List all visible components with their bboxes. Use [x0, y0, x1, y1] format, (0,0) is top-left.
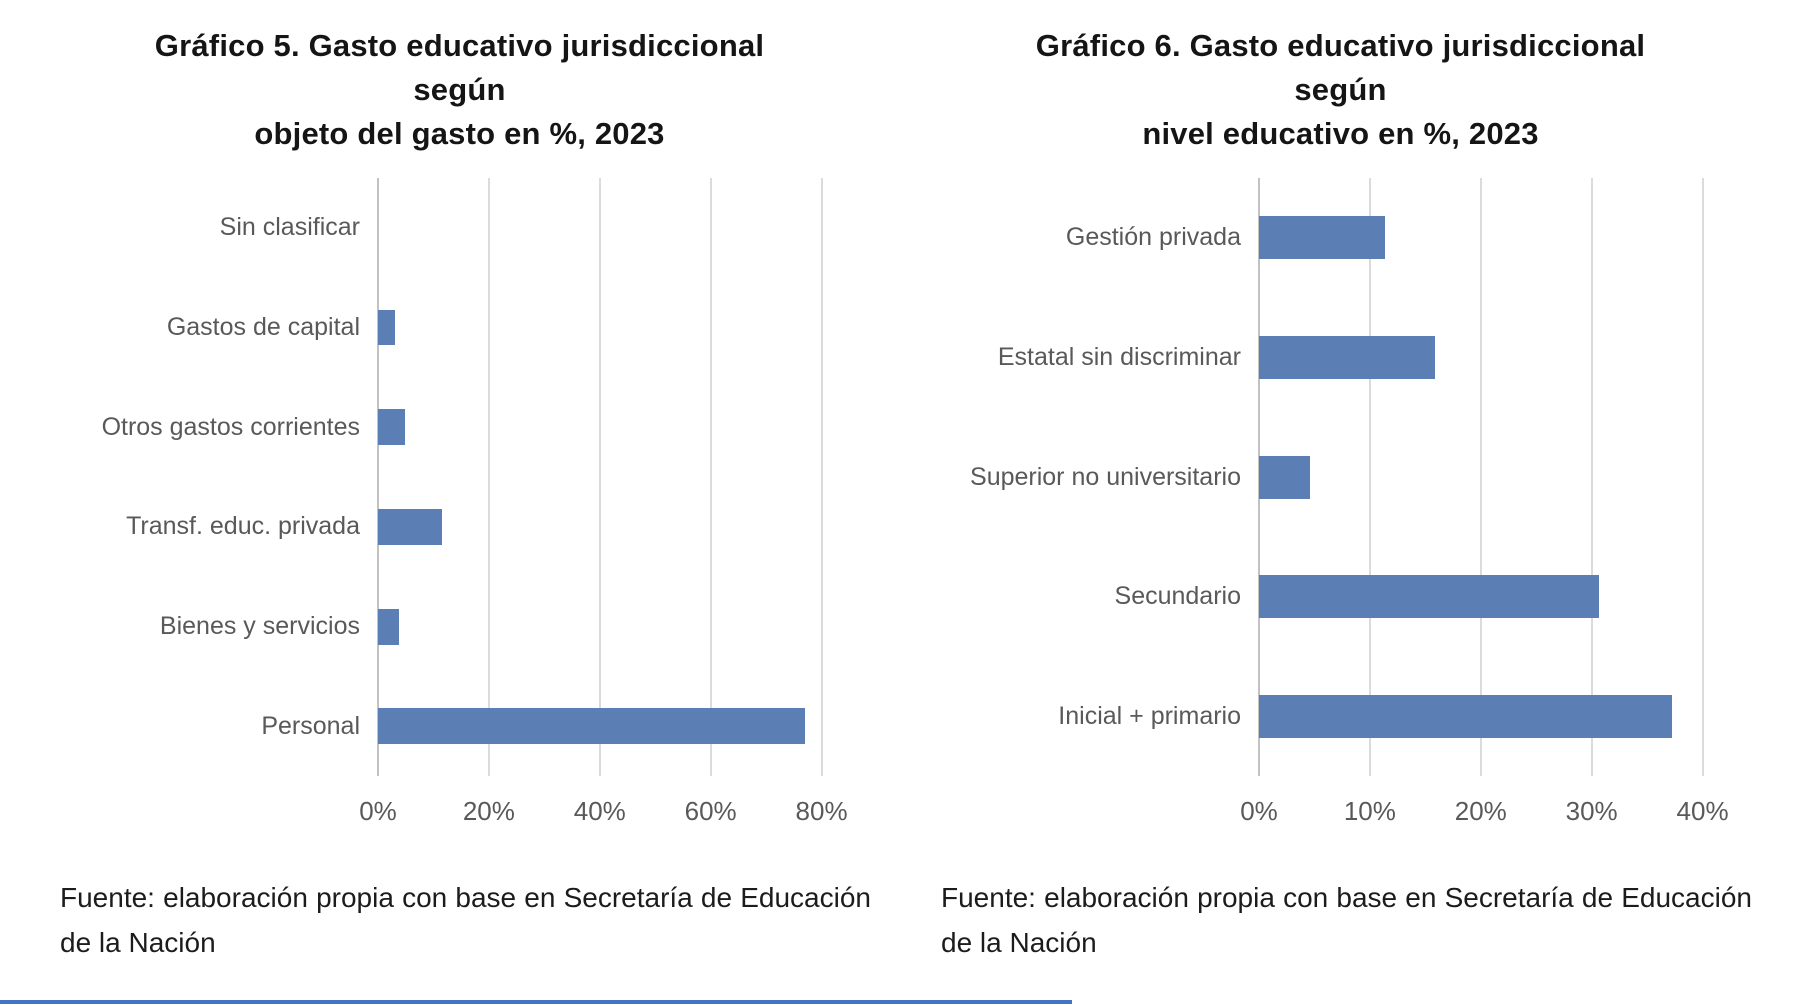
- bar: [378, 608, 400, 645]
- x-tick-label: 40%: [573, 796, 626, 827]
- bar: [378, 508, 443, 545]
- category-label: Superior no universitario: [970, 462, 1241, 491]
- bar: [378, 309, 395, 346]
- bottom-divider-line: [0, 1000, 1072, 1004]
- bar-rows: [1259, 178, 1758, 776]
- x-tick-label: 20%: [1454, 796, 1507, 827]
- bar: [1259, 455, 1310, 499]
- bar-row: [1259, 417, 1758, 537]
- chart-gasto-por-objeto: Gráfico 5. Gasto educativo jurisdicciona…: [42, 24, 877, 966]
- bar: [378, 708, 805, 745]
- category-label: Estatal sin discriminar: [997, 342, 1241, 371]
- bar: [1259, 575, 1600, 619]
- category-label: Secundario: [1114, 582, 1241, 611]
- bar-row: [1259, 298, 1758, 418]
- gridline: [709, 178, 712, 777]
- category-label: Gastos de capital: [166, 313, 360, 342]
- category-label: Transf. educ. privada: [126, 512, 360, 541]
- category-axis: Gestión privada Estatal sin discriminar Su…: [923, 178, 1259, 776]
- plot-area: Gestión privada Estatal sin discriminar Su…: [923, 178, 1758, 777]
- plot-area: Sin clasificar Gastos de capital Otros gas…: [42, 178, 877, 777]
- bar-row: [1259, 537, 1758, 657]
- x-axis: 0% 20% 40% 60% 80%: [359, 776, 877, 834]
- category-label: Bienes y servicios: [159, 612, 360, 641]
- bar-row: [378, 477, 877, 577]
- bar: [1259, 335, 1436, 379]
- x-tick-label: 0%: [359, 796, 397, 827]
- category-axis: Sin clasificar Gastos de capital Otros gas…: [42, 178, 378, 776]
- bar-row: [1259, 656, 1758, 776]
- gridline: [598, 178, 601, 777]
- gridline: [487, 178, 490, 777]
- x-axis: 0% 10% 20% 30% 40%: [1240, 776, 1758, 834]
- bar-chart-objeto-del-gasto: Sin clasificar Gastos de capital Otros gas…: [42, 178, 877, 834]
- x-tick-label: 30%: [1565, 796, 1618, 827]
- gridline: [820, 178, 823, 777]
- chart-title: Gráfico 5. Gasto educativo jurisdicciona…: [154, 28, 765, 152]
- bar: [378, 409, 406, 446]
- plot-grid: [1258, 178, 1758, 777]
- category-label: Sin clasificar: [219, 213, 360, 242]
- gridline: [1701, 178, 1704, 777]
- category-label: Gestión privada: [1065, 223, 1241, 252]
- x-tick-label: 40%: [1676, 796, 1729, 827]
- bar: [1259, 694, 1672, 738]
- bar: [1259, 216, 1386, 260]
- bar-row: [378, 377, 877, 477]
- chart-title: Gráfico 6. Gasto educativo jurisdicciona…: [1035, 28, 1646, 152]
- bar-chart-nivel-educativo: Gestión privada Estatal sin discriminar Su…: [923, 178, 1758, 834]
- bar-row: [378, 577, 877, 677]
- charts-grid: Gráfico 5. Gasto educativo jurisdicciona…: [42, 24, 1758, 966]
- gridline: [1479, 178, 1482, 777]
- x-tick-label: 0%: [1240, 796, 1278, 827]
- gridline: [1590, 178, 1593, 777]
- bar-row: [378, 178, 877, 278]
- category-label: Inicial + primario: [1058, 701, 1241, 730]
- bar-row: [378, 278, 877, 378]
- plot-grid: [377, 178, 877, 777]
- bar-row: [378, 676, 877, 776]
- bar-rows: [378, 178, 877, 776]
- x-tick-label: 20%: [462, 796, 515, 827]
- axis-line: [377, 178, 379, 777]
- gridline: [1368, 178, 1371, 777]
- x-tick-label: 10%: [1343, 796, 1396, 827]
- x-tick-label: 60%: [684, 796, 737, 827]
- source-note: Fuente: elaboración propia con base en S…: [60, 882, 871, 958]
- category-label: Otros gastos corrientes: [101, 412, 360, 441]
- x-tick-label: 80%: [795, 796, 848, 827]
- category-label: Personal: [261, 711, 360, 740]
- chart-gasto-por-nivel: Gráfico 6. Gasto educativo jurisdicciona…: [923, 24, 1758, 966]
- source-note: Fuente: elaboración propia con base en S…: [941, 882, 1752, 958]
- bar-row: [1259, 178, 1758, 298]
